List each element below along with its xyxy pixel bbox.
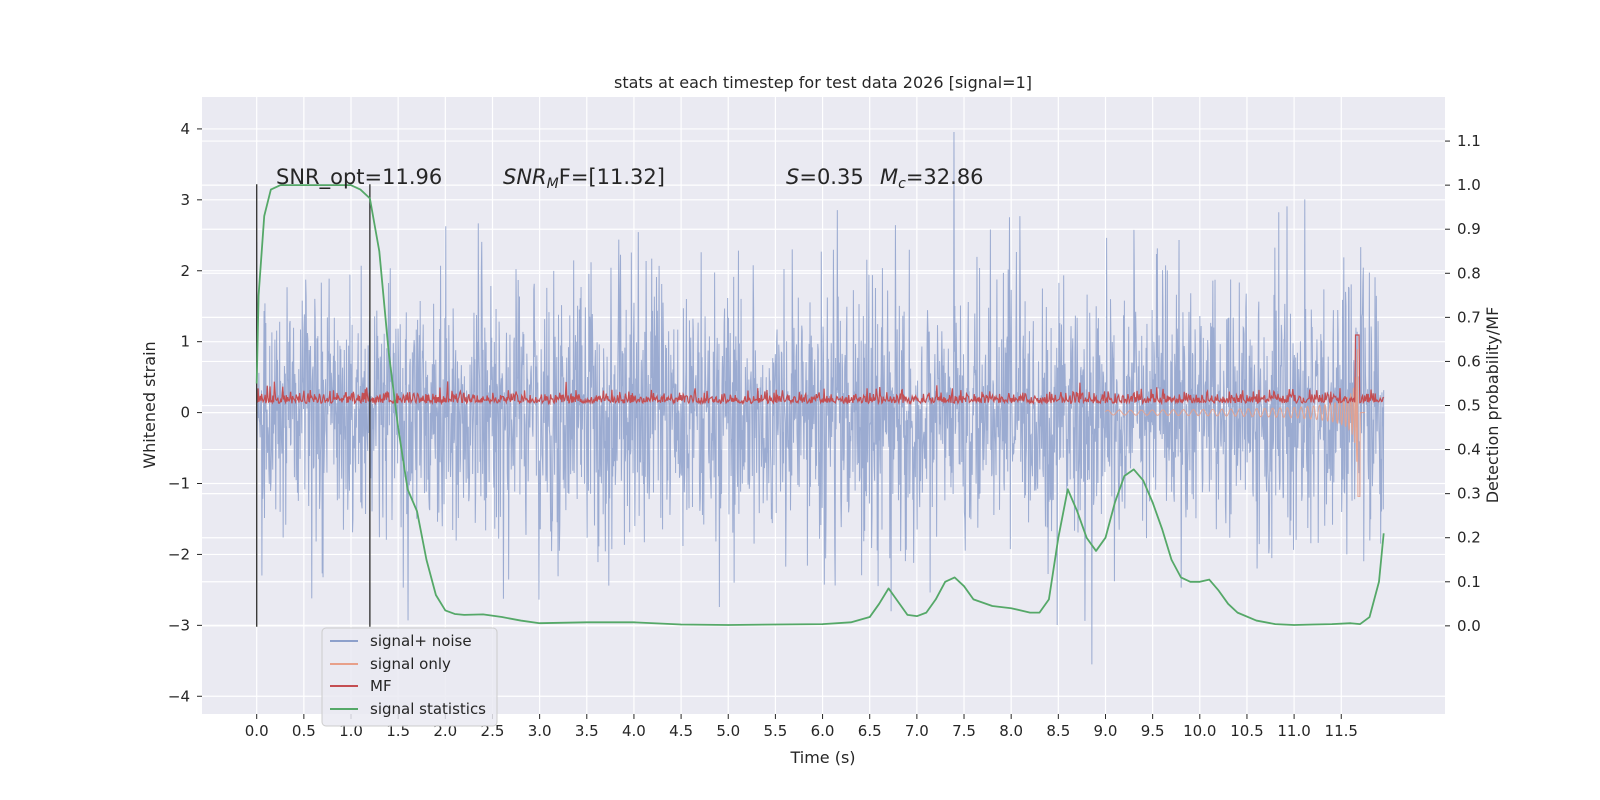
annotation-snr-mf-name: SNR (503, 165, 547, 189)
annotation-mc-sub: c (898, 176, 906, 192)
y-right-tick-label: 1.0 (1457, 176, 1481, 194)
x-tick-label: 0.0 (245, 722, 269, 740)
y-right-tick-label: 1.1 (1457, 132, 1481, 150)
y-right-tick-label: 0.2 (1457, 529, 1481, 547)
x-tick-label: 6.0 (811, 722, 835, 740)
x-tick-label: 7.5 (952, 722, 976, 740)
x-tick-label: 5.0 (716, 722, 740, 740)
x-tick-label: 9.0 (1094, 722, 1118, 740)
x-tick-label: 10.5 (1230, 722, 1263, 740)
legend-label-signal-noise: signal+ noise (370, 632, 472, 650)
signal-only-line (1105, 349, 1365, 497)
x-tick-label: 11.5 (1325, 722, 1358, 740)
x-tick-label: 4.5 (669, 722, 693, 740)
x-tick-label: 7.0 (905, 722, 929, 740)
legend-label-mf: MF (370, 677, 392, 695)
legend-box (321, 627, 498, 727)
x-tick-label: 3.0 (528, 722, 552, 740)
y-ticks-right: 1.1 1.0 0.9 0.8 0.7 0.6 0.5 0.4 0.3 0.2 0.1 0.0 (1445, 132, 1481, 635)
y-right-tick-label: 0.3 (1457, 485, 1481, 503)
y-tick-label: 0 (180, 404, 190, 422)
annotation-s-name: S (786, 165, 799, 189)
series-signal-statistics (255, 184, 1385, 626)
y-tick-label: −2 (168, 545, 190, 563)
y-right-tick-label: 0.4 (1457, 441, 1481, 459)
y-tick-label: −4 (168, 687, 190, 705)
y-axis-label: Whitened strain (140, 341, 159, 468)
legend-label-signal-only: signal only (370, 655, 451, 673)
y-tick-label: −1 (168, 475, 190, 493)
annotation-s-value: =0.35 (799, 165, 863, 189)
x-ticks: 0.0 0.5 1.0 1.5 2.0 2.5 3.0 3.5 4.0 4.5 5.0 5.5 6.0 6… (245, 714, 1358, 740)
x-tick-label: 11.0 (1277, 722, 1310, 740)
annotation-snr-mf: SNRMF=[11.32] (503, 165, 665, 192)
x-tick-label: 10.0 (1183, 722, 1216, 740)
x-tick-label: 9.5 (1141, 722, 1165, 740)
annotation-snr-opt: SNR_opt=11.96 (276, 165, 442, 190)
annotation-snr-mf-sub: M (547, 176, 559, 192)
x-tick-label: 5.5 (763, 722, 787, 740)
x-tick-label: 6.5 (858, 722, 882, 740)
y-right-tick-label: 0.9 (1457, 220, 1481, 238)
annotation-snr-mf-value: F=[11.32] (559, 165, 665, 189)
y-ticks-left: 4 3 2 1 0 −1 −2 −3 −4 (168, 120, 202, 705)
x-tick-label: 8.0 (999, 722, 1023, 740)
y-tick-label: 1 (180, 333, 190, 351)
x-axis-label: Time (s) (789, 748, 855, 767)
y-right-tick-label: 0.1 (1457, 573, 1481, 591)
series-signal-only (1105, 349, 1365, 497)
annotation-mc-name: M (880, 165, 898, 189)
y-tick-label: 3 (180, 191, 190, 209)
signal-statistics-line (255, 184, 1385, 626)
y-right-tick-label: 0.8 (1457, 264, 1481, 282)
x-tick-label: 0.5 (292, 722, 316, 740)
mf-line (256, 334, 1385, 406)
chart-title: stats at each timestep for test data 202… (614, 73, 1032, 92)
legend-label-signal-statistics: signal statistics (370, 700, 486, 718)
y-right-tick-label: 0.7 (1457, 308, 1481, 326)
series-mf (256, 334, 1385, 406)
x-tick-label: 3.5 (575, 722, 599, 740)
annotation-mc-value: =32.86 (906, 165, 984, 189)
y-tick-label: −3 (168, 616, 190, 634)
y-right-tick-label: 0.0 (1457, 617, 1481, 635)
y-axis-label-right: Detection probability/MF (1483, 307, 1502, 504)
y-right-tick-label: 0.5 (1457, 397, 1481, 415)
vertical-markers (255, 184, 371, 627)
y-tick-label: 4 (180, 120, 190, 138)
annotation-s: S=0.35 (786, 165, 864, 189)
legend: signal+ noise signal only MF signal stat… (321, 627, 498, 727)
y-right-tick-label: 0.6 (1457, 352, 1481, 370)
y-tick-label: 2 (180, 262, 190, 280)
annotation-mc: Mc=32.86 (880, 165, 984, 192)
x-tick-label: 8.5 (1046, 722, 1070, 740)
x-tick-label: 4.0 (622, 722, 646, 740)
